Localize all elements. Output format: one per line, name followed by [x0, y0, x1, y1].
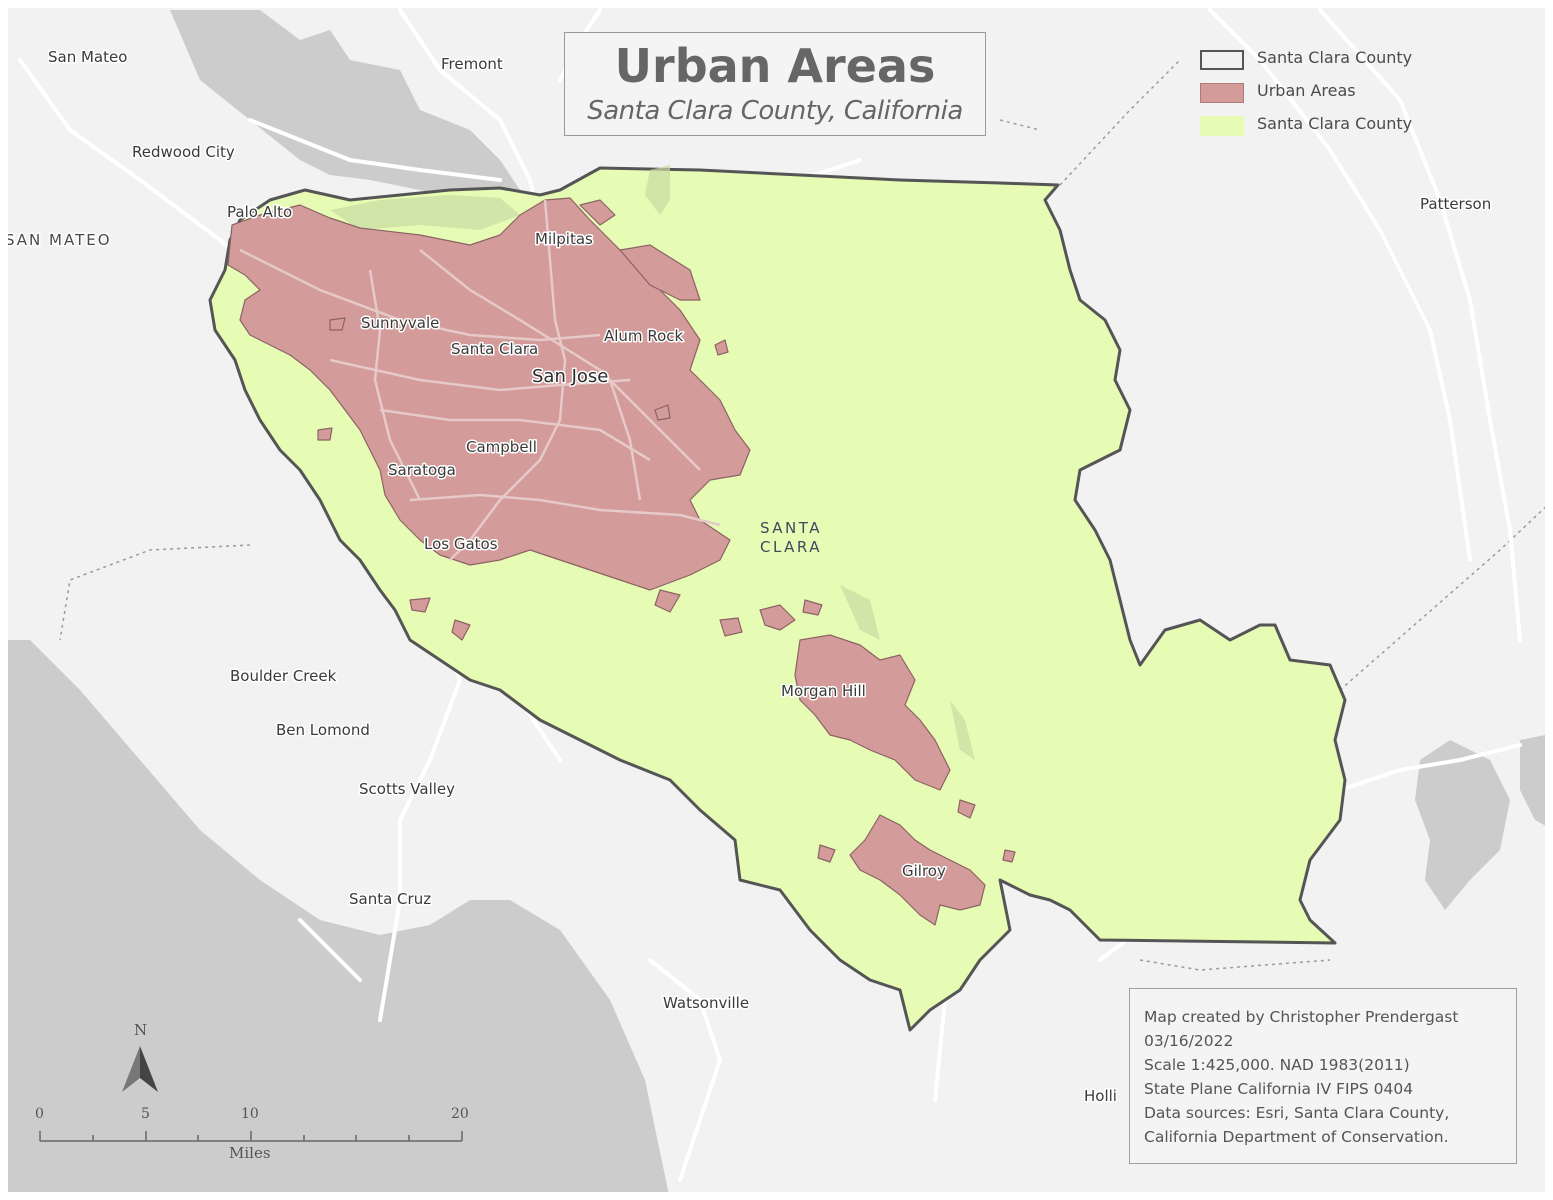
credit-projection: State Plane California IV FIPS 0404	[1144, 1080, 1414, 1098]
label-morgan-hill: Morgan Hill	[781, 682, 866, 700]
scale-unit-label: Miles	[229, 1144, 271, 1162]
north-arrow: N	[122, 1021, 158, 1092]
label-holli: Holli	[1084, 1087, 1117, 1105]
north-arrow-icon	[122, 1046, 140, 1092]
label-san-mateo-county: SAN MATEO	[5, 231, 112, 249]
label-saratoga: Saratoga	[388, 461, 456, 479]
label-county-name-line2: CLARA	[760, 538, 822, 556]
map-subtitle: Santa Clara County, California	[587, 96, 963, 126]
label-fremont: Fremont	[441, 55, 503, 73]
label-palo-alto: Palo Alto	[227, 203, 292, 221]
urban-area-patch[interactable]	[317, 427, 333, 441]
urban-area-patch[interactable]	[714, 339, 729, 356]
label-ben-lomond: Ben Lomond	[276, 721, 370, 739]
urban-area-patch[interactable]	[329, 317, 346, 331]
legend-label: Santa Clara County	[1257, 48, 1413, 67]
scale-tick-label: 10	[241, 1106, 259, 1122]
label-watsonville: Watsonville	[663, 994, 749, 1012]
legend-swatch-county-outline	[1200, 50, 1244, 70]
monterey-bay	[0, 640, 670, 1200]
reservoir	[1415, 740, 1510, 910]
urban-area-patch[interactable]	[1002, 849, 1016, 863]
reservoir-east	[1520, 735, 1553, 830]
legend-item-county-outline: Santa Clara County	[1196, 46, 1456, 79]
credit-author: Map created by Christopher Prendergast	[1144, 1008, 1459, 1026]
terrain-features	[330, 165, 975, 760]
scale-tick-label: 20	[451, 1106, 469, 1122]
label-milpitas: Milpitas	[535, 230, 593, 248]
urban-area-patch[interactable]	[409, 597, 431, 613]
credit-sources-cont: California Department of Conservation.	[1144, 1128, 1449, 1146]
map-title: Urban Areas	[614, 39, 936, 93]
urban-area-patch[interactable]	[759, 604, 796, 631]
label-scotts-valley: Scotts Valley	[359, 780, 455, 798]
label-los-gatos: Los Gatos	[424, 535, 498, 553]
credit-date: 03/16/2022	[1144, 1032, 1234, 1050]
label-gilroy: Gilroy	[902, 862, 946, 880]
label-sunnyvale: Sunnyvale	[361, 314, 439, 332]
label-redwood-city: Redwood City	[132, 143, 235, 161]
county-line-dotted	[59, 59, 1553, 971]
legend-label: Santa Clara County	[1257, 114, 1413, 133]
label-patterson: Patterson	[1420, 195, 1491, 213]
label-santa-cruz: Santa Cruz	[349, 890, 431, 908]
credit-sources: Data sources: Esri, Santa Clara County,	[1144, 1104, 1450, 1122]
urban-areas[interactable]	[227, 197, 1016, 926]
label-alum-rock: Alum Rock	[604, 327, 683, 345]
urban-area-patch[interactable]	[579, 199, 616, 226]
label-boulder-creek: Boulder Creek	[230, 667, 337, 685]
scale-tick-label: 5	[141, 1106, 150, 1122]
scale-bar: 0 5 10 20 Miles	[35, 1106, 469, 1162]
urban-area-patch[interactable]	[619, 244, 701, 301]
legend-swatch-urban-areas	[1200, 83, 1244, 103]
legend: Santa Clara County Urban Areas Santa Cla…	[1196, 46, 1456, 145]
label-santa-clara-city: Santa Clara	[451, 340, 538, 358]
title-box: Urban Areas Santa Clara County, Californ…	[564, 32, 986, 136]
urban-area-patch[interactable]	[654, 404, 671, 421]
legend-item-urban-areas: Urban Areas	[1196, 79, 1456, 112]
urban-area-gilroy[interactable]	[849, 814, 986, 926]
urban-area-patch[interactable]	[719, 617, 743, 637]
label-county-name-line1: SANTA	[760, 519, 822, 537]
urban-roads	[239, 199, 721, 561]
urban-area-patch[interactable]	[654, 589, 681, 613]
urban-area-san-jose-metro[interactable]	[227, 197, 751, 591]
urban-area-patch[interactable]	[451, 619, 471, 641]
credits-box: Map created by Christopher Prendergast 0…	[1129, 988, 1517, 1164]
urban-area-morgan-hill[interactable]	[794, 634, 951, 791]
scale-tick-label: 0	[35, 1106, 44, 1122]
san-francisco-bay	[170, 10, 520, 200]
label-campbell: Campbell	[466, 438, 537, 456]
label-san-jose: San Jose	[532, 366, 608, 387]
legend-label: Urban Areas	[1257, 81, 1356, 100]
credit-scale: Scale 1:425,000. NAD 1983(2011)	[1144, 1056, 1410, 1074]
urban-area-patch[interactable]	[802, 599, 823, 616]
north-arrow-label: N	[134, 1021, 147, 1039]
legend-item-county-fill: Santa Clara County	[1196, 112, 1456, 145]
urban-area-patch[interactable]	[957, 799, 976, 819]
label-san-mateo: San Mateo	[48, 48, 127, 66]
legend-swatch-county-fill	[1200, 116, 1244, 136]
urban-area-patch[interactable]	[817, 844, 836, 863]
